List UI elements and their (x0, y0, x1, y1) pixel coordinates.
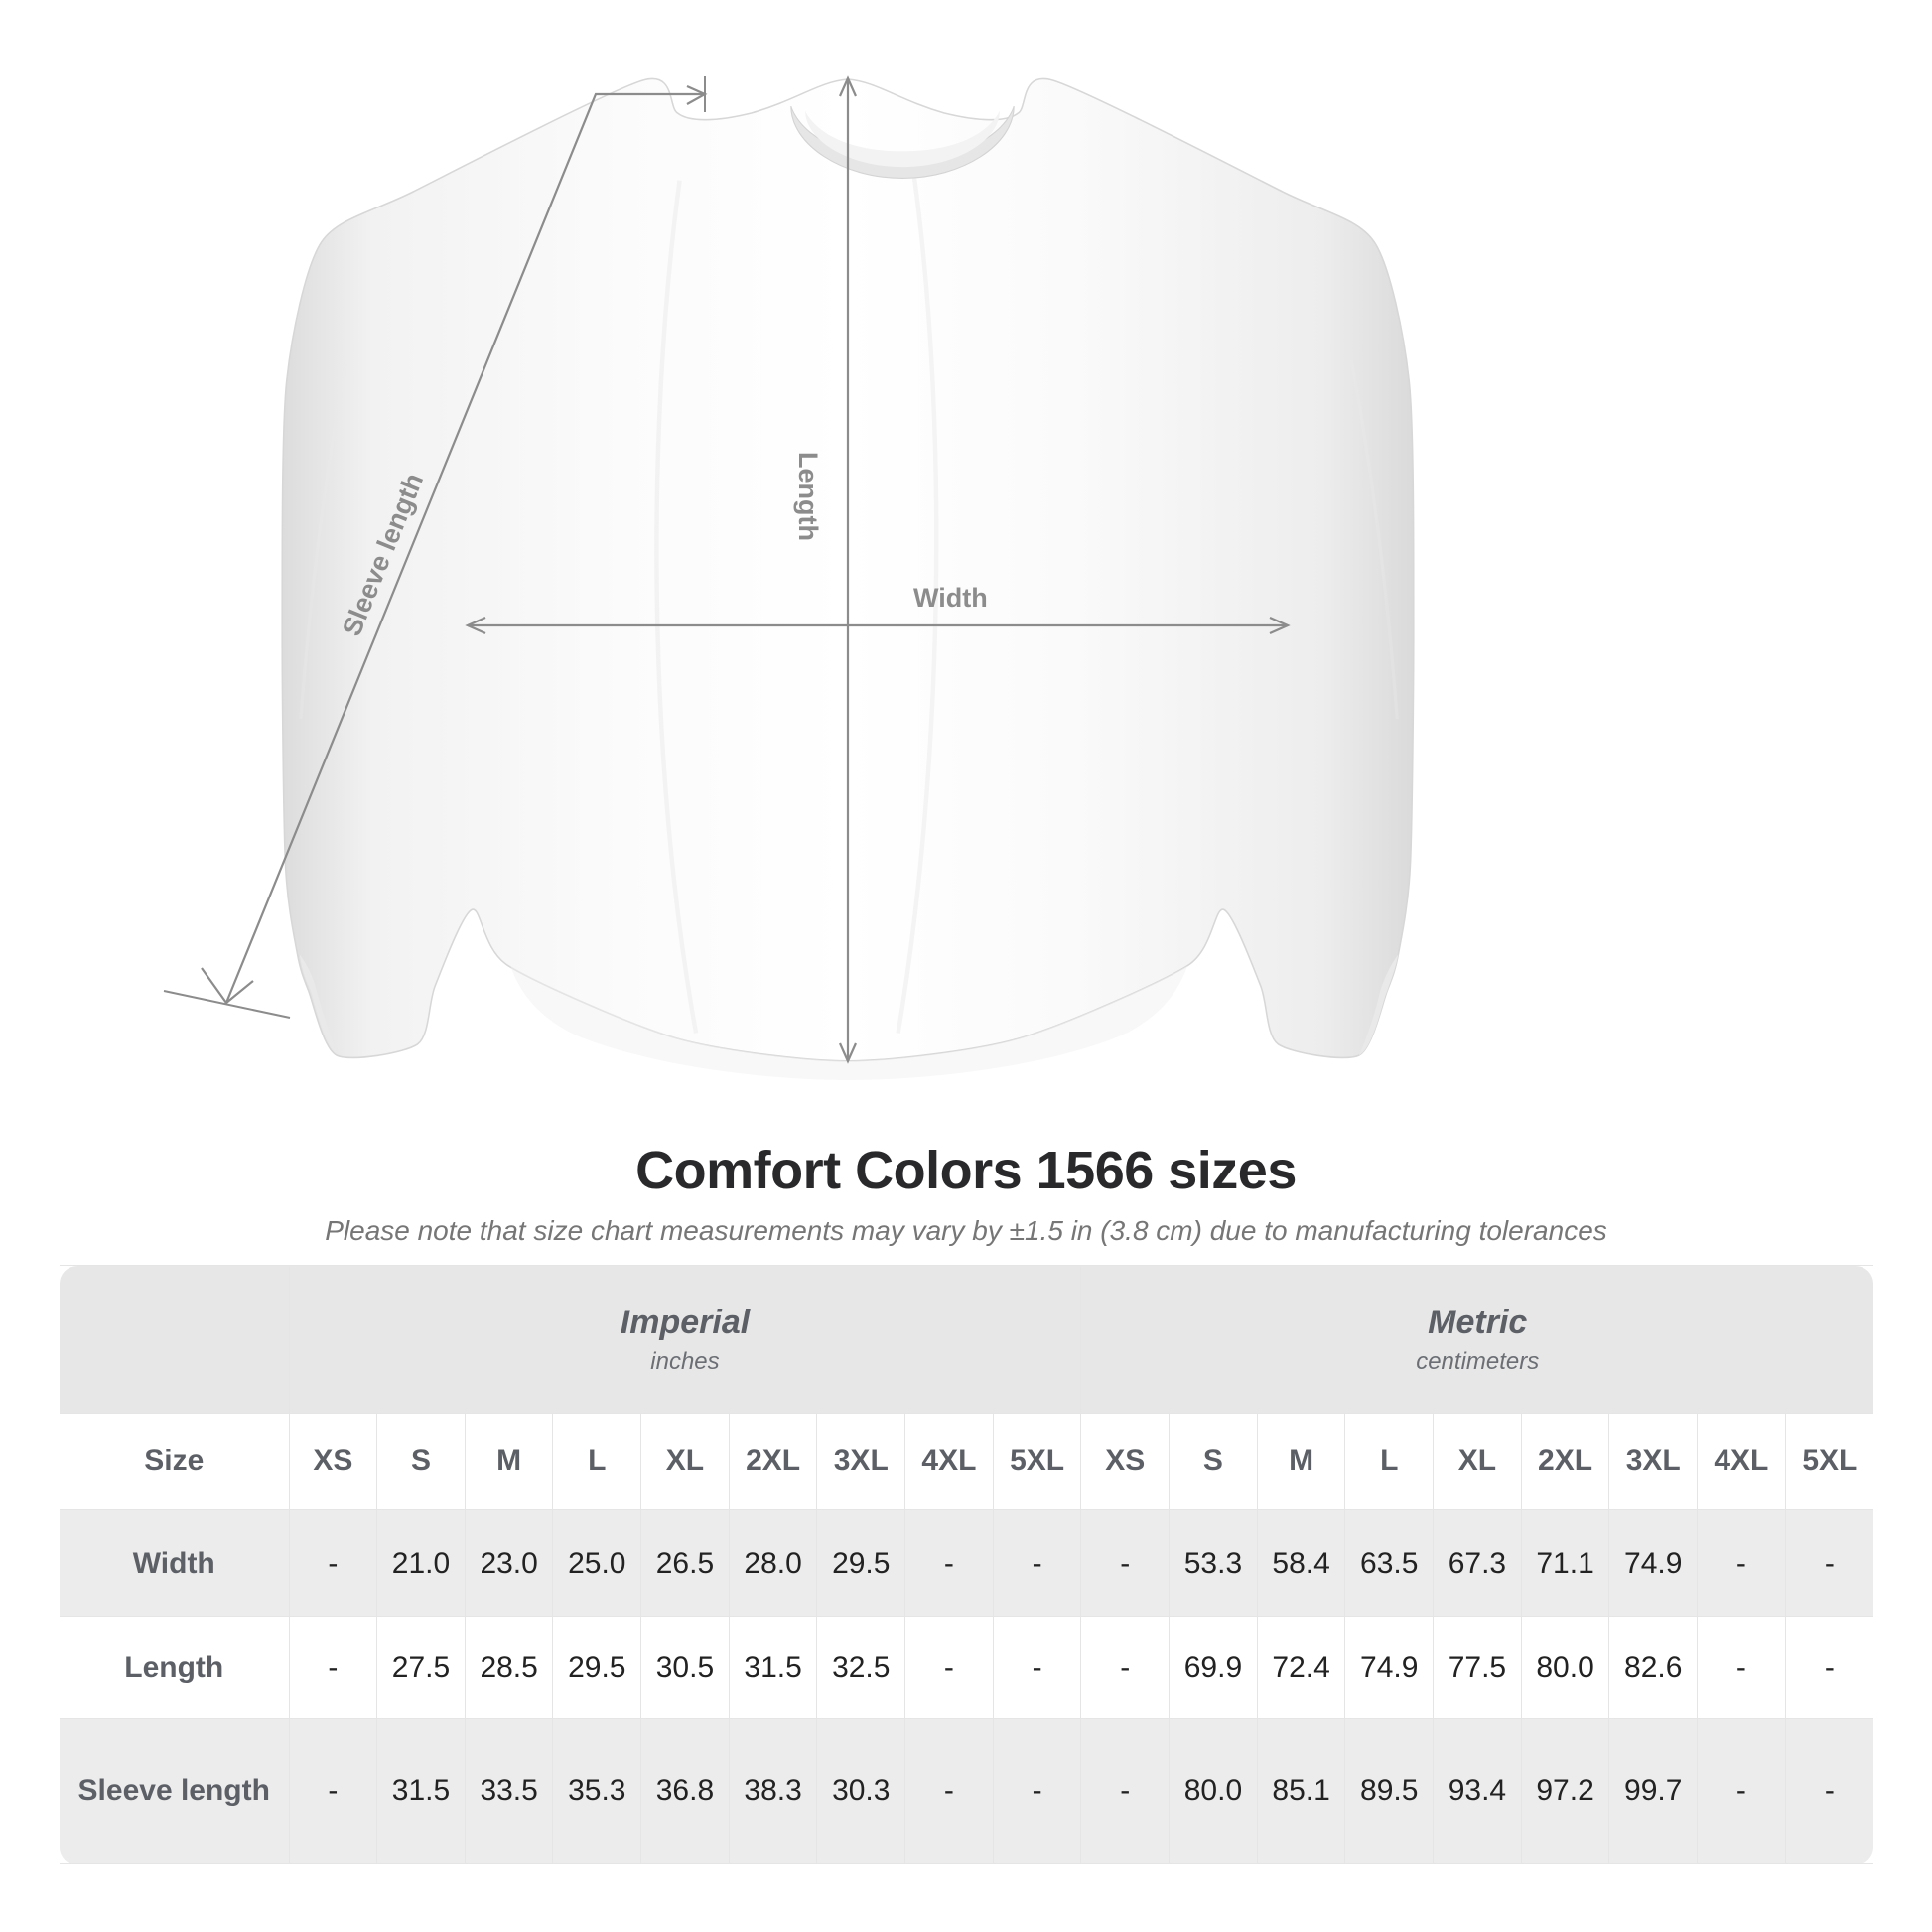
svg-text:Width: Width (913, 583, 988, 613)
svg-text:Length: Length (793, 452, 823, 541)
